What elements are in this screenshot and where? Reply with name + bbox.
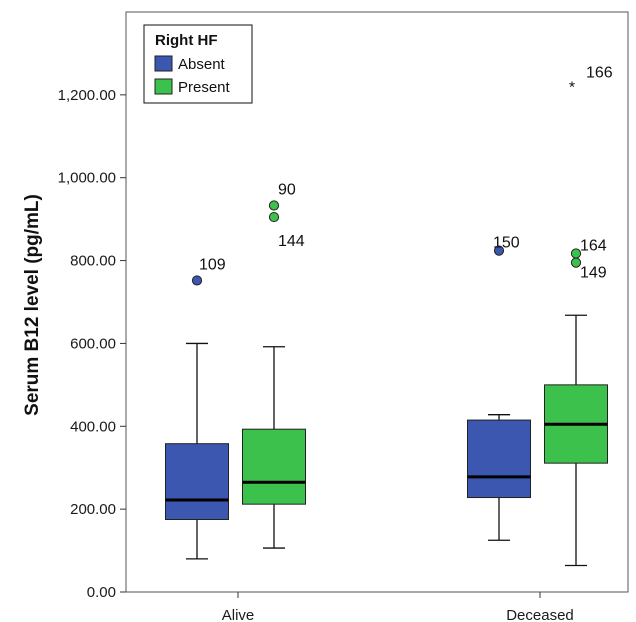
box-absent-deceased <box>467 419 531 499</box>
outlier-label: 150 <box>493 235 520 252</box>
y-tick-label: 1,200.00 <box>58 87 116 104</box>
y-tick-label: 200.00 <box>70 501 116 518</box>
outlier-point <box>268 211 280 223</box>
outlier-label: 149 <box>580 265 607 282</box>
plot-area: 0.00 200.00 400.00 600.00 800.00 1,000.00 1,20… <box>58 11 629 622</box>
outlier-point <box>191 275 203 286</box>
box-present-alive <box>242 428 306 505</box>
y-axis-label: Serum B12 level (pg/mL) <box>22 194 43 416</box>
legend-swatch-absent <box>154 55 173 72</box>
box-absent-alive <box>165 443 229 520</box>
y-tick-label: 400.00 <box>70 418 116 435</box>
outlier-label: 109 <box>199 256 226 273</box>
y-tick-label: 600.00 <box>70 335 116 352</box>
outlier-label: 164 <box>580 238 607 255</box>
outlier-label: 90 <box>278 181 296 198</box>
outlier-point <box>268 200 280 211</box>
outlier-point <box>493 245 505 256</box>
outlier-star: * <box>569 80 575 97</box>
y-tick-label: 800.00 <box>70 253 116 270</box>
legend-swatch-present <box>154 78 173 95</box>
outlier-label: 144 <box>278 233 305 250</box>
x-tick-label: Deceased <box>506 607 574 622</box>
plot-frame <box>125 11 629 593</box>
outlier-label: 166 <box>586 65 613 82</box>
legend: Right HF Absent Present <box>143 24 253 104</box>
y-tick-label: 0.00 <box>87 584 116 601</box>
outlier-point <box>570 257 582 268</box>
legend-label-absent: Absent <box>178 56 226 73</box>
x-tick-label: Alive <box>222 607 255 622</box>
y-tick-label: 1,000.00 <box>58 170 116 187</box>
legend-title: Right HF <box>155 32 217 49</box>
legend-label-present: Present <box>178 79 231 96</box>
